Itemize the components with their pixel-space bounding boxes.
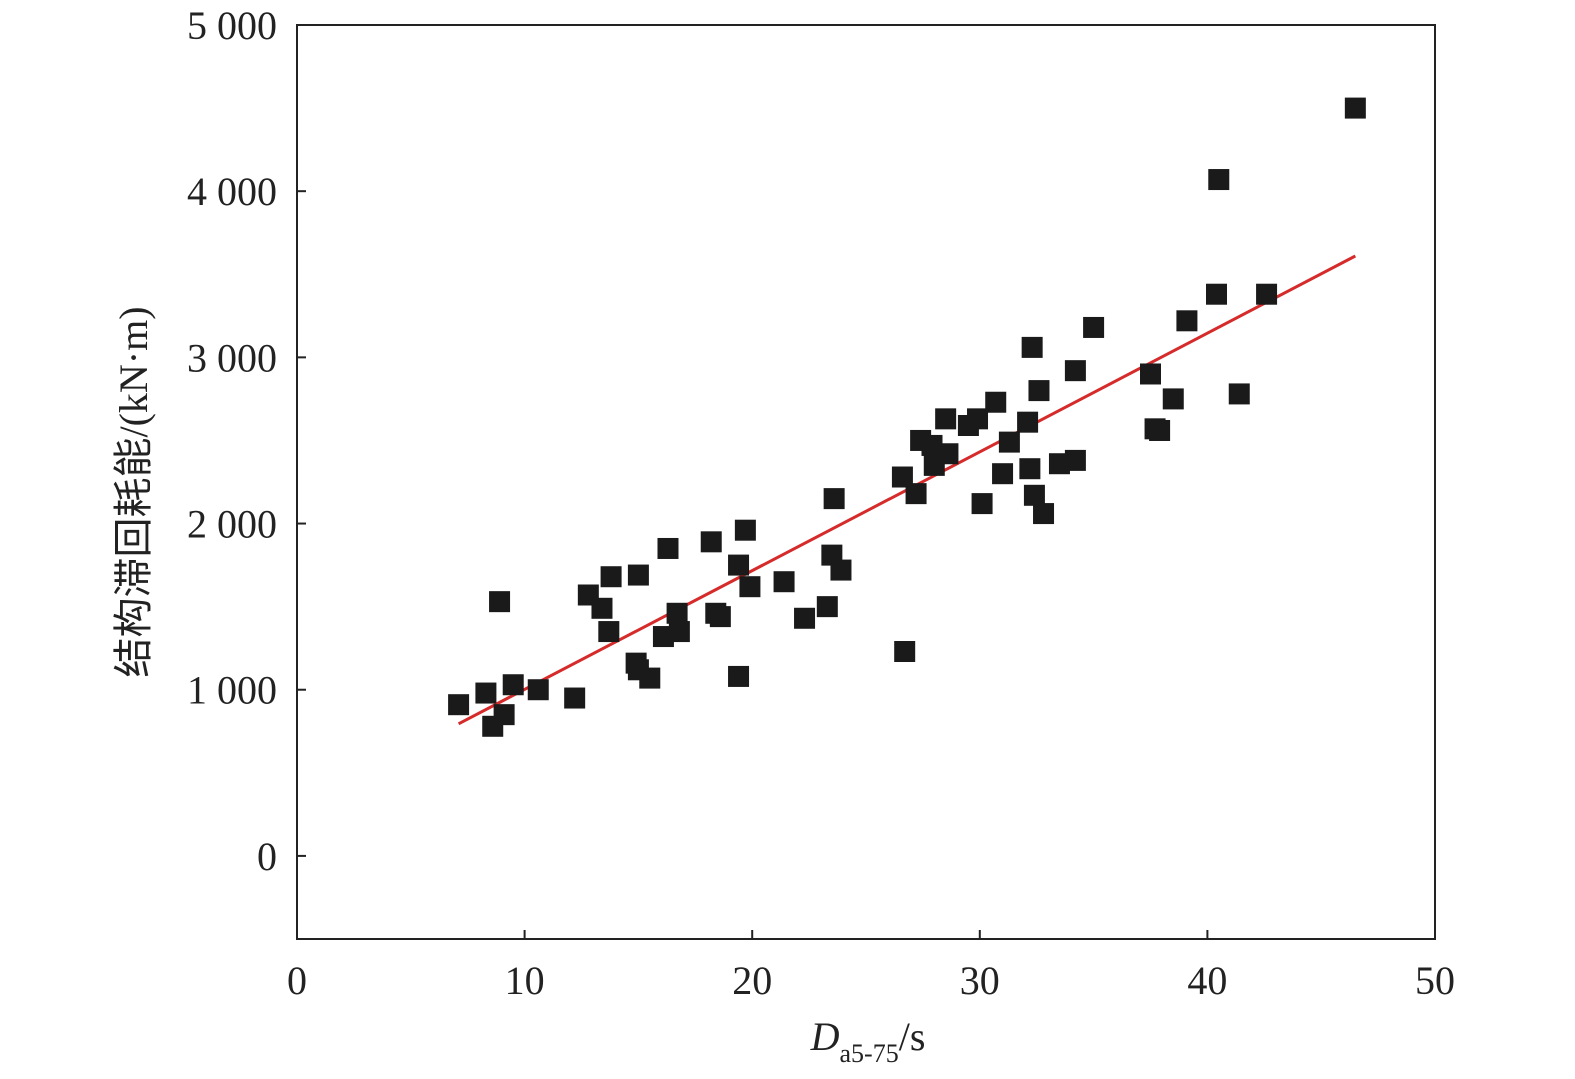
data-point [905,483,927,505]
data-point [734,519,756,541]
data-point [1083,316,1105,338]
data-point [666,602,688,624]
data-point [794,607,816,629]
x-axis-title-unit: /s [899,1014,926,1059]
data-point [773,571,795,593]
data-point [527,679,549,701]
data-point [448,694,470,716]
data-point [937,443,959,465]
data-point [1028,380,1050,402]
data-point [700,531,722,553]
x-tick-label: 40 [1187,958,1227,1003]
data-point [493,704,515,726]
data-point [1162,388,1184,410]
data-point [627,564,649,586]
data-point [475,682,497,704]
x-tick-label: 20 [732,958,772,1003]
data-points [448,97,1366,737]
x-axis-ticks: 0 10 20 30 40 50 [287,930,1455,1003]
data-point [728,665,750,687]
data-point [1256,283,1278,305]
data-point [1149,419,1171,441]
data-point [598,621,620,643]
data-point [921,434,943,456]
data-point [1206,283,1228,305]
data-point [668,621,690,643]
data-point [1208,169,1230,191]
data-point [992,463,1014,485]
data-point [1064,360,1086,382]
data-point [823,488,845,510]
plot-frame [296,24,1436,940]
data-point [971,493,993,515]
data-point [502,674,524,696]
data-point [1064,449,1086,471]
data-point [728,554,750,576]
data-point [652,626,674,648]
y-tick-label: 4 000 [187,169,277,214]
data-point [1176,310,1198,332]
x-axis-title-subscript: a5-75 [840,1039,899,1068]
data-point [1228,383,1250,405]
x-tick-label: 30 [960,958,1000,1003]
data-point [830,559,852,581]
data-point [600,566,622,588]
data-point [935,408,957,430]
y-axis-title: 结构滞回耗能/(kN·m) [111,306,156,677]
y-axis-ticks: 0 1 000 2 000 3 000 4 000 5 000 [187,3,306,879]
y-tick-label: 2 000 [187,502,277,547]
data-point [1019,458,1041,480]
data-point [489,591,511,613]
data-point [739,576,761,598]
x-axis-title: Da5-75/s [810,1014,926,1068]
data-point [967,408,989,430]
plot-border [296,24,1436,940]
data-point [1033,503,1055,525]
data-point [1021,336,1043,358]
data-point [1140,363,1161,385]
data-point [1017,411,1039,433]
x-axis-title-main: D [810,1014,840,1059]
data-point [894,641,916,663]
y-tick-label: 3 000 [187,335,277,380]
data-point [657,537,679,559]
data-point [591,597,613,619]
data-point [564,687,586,709]
data-point [985,391,1007,413]
data-point [1048,453,1070,475]
data-point [998,431,1020,453]
data-point [1344,97,1366,119]
data-point [709,606,731,628]
data-point [639,667,661,689]
y-tick-label: 1 000 [187,668,277,713]
y-tick-label: 5 000 [187,3,277,48]
x-tick-label: 50 [1415,958,1455,1003]
data-point [891,466,913,488]
y-tick-label: 0 [257,834,277,879]
x-tick-label: 0 [287,958,307,1003]
data-point [816,596,838,618]
data-point [1023,484,1045,506]
x-tick-label: 10 [505,958,545,1003]
